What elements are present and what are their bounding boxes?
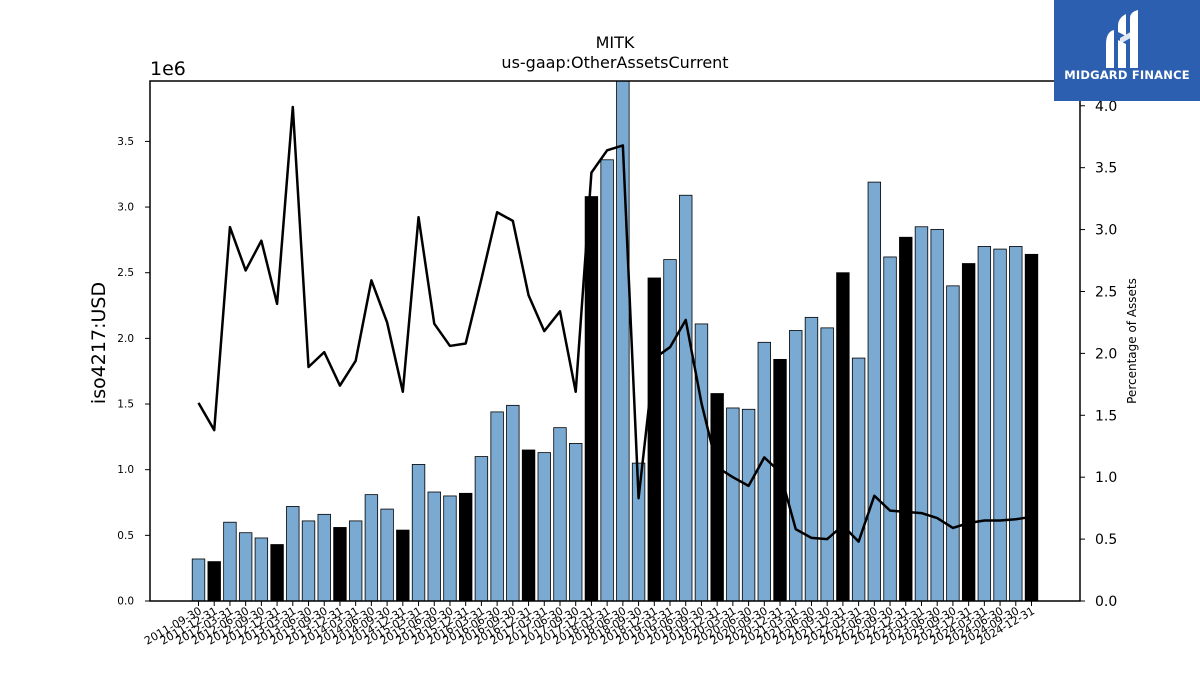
bar-2015-12-31 [458, 492, 473, 602]
bar-2014-09-30 [380, 508, 394, 602]
bar-2015-06-30 [427, 491, 441, 602]
bar-2021-09-30 [820, 327, 834, 602]
y2-tick-label: 1.0 [1095, 470, 1117, 486]
bar-2019-03-31 [663, 259, 677, 602]
bar-2024-09-30 [1009, 246, 1023, 602]
y-axis-ticks: 0.0 0.5 1.0 1.5 2.0 2.5 3.0 3.5 [117, 136, 150, 608]
bar-2023-03-31 [914, 226, 929, 602]
bar-2014-06-30 [364, 494, 379, 602]
y2-tick-label: 2.0 [1095, 346, 1117, 362]
bar-2018-12-31 [647, 277, 661, 602]
plot-frame [149, 80, 1081, 602]
logo-wordmark: MIDGARD FINANCE [1064, 68, 1190, 82]
bar-2012-12-31 [270, 544, 284, 602]
bar-2016-09-30 [506, 404, 520, 602]
y-tick-label: 1.5 [117, 399, 134, 411]
bar-2013-12-31 [333, 527, 347, 602]
bar-2014-03-31 [348, 520, 363, 602]
bar-2015-03-31 [411, 464, 426, 602]
y2-tick-label: 0.5 [1095, 532, 1117, 548]
bar-2017-09-30 [569, 443, 583, 602]
y-axis-label: iso4217:USD [88, 282, 110, 404]
bar-2013-06-30 [301, 520, 316, 602]
y2-tick-label: 1.5 [1095, 408, 1117, 424]
bar-2020-06-30 [741, 408, 756, 602]
bar-2013-03-31 [286, 506, 300, 602]
y-tick-label: 0.0 [117, 596, 134, 608]
bar-2021-12-31 [836, 272, 850, 602]
bar-2019-09-30 [694, 323, 709, 602]
midgard-finance-logo: MIDGARD FINANCE [1054, 0, 1200, 101]
x-axis-ticks: 2011-09-302011-12-312012-03-312012-06-30… [142, 601, 1037, 648]
y2-axis-ticks: 0.0 0.5 1.0 1.5 2.0 2.5 3.0 3.5 4.0 [1080, 99, 1117, 610]
y-tick-label: 3.5 [117, 136, 134, 148]
y2-tick-label: 2.5 [1095, 284, 1117, 300]
chart-subtitle: us-gaap:OtherAssetsCurrent [501, 53, 728, 72]
bar-2023-12-31 [961, 263, 976, 602]
y2-tick-label: 0.0 [1095, 594, 1117, 610]
y2-tick-label: 4.0 [1095, 99, 1117, 115]
bar-2020-09-30 [757, 341, 771, 602]
bar-2017-06-30 [553, 427, 567, 602]
bar-2019-06-30 [679, 194, 693, 602]
bar-2024-12-31 [1024, 253, 1039, 602]
bar-2012-06-30 [238, 532, 253, 602]
bar-2011-09-30 [191, 558, 206, 602]
bar-group [191, 80, 1039, 602]
bar-2024-06-30 [993, 248, 1007, 602]
bar-2016-03-31 [474, 456, 489, 602]
bar-2011-12-31 [207, 561, 221, 602]
bar-2019-12-31 [710, 393, 724, 602]
bar-2017-12-31 [584, 196, 599, 602]
bar-2012-09-30 [254, 537, 269, 602]
bar-2018-03-31 [600, 159, 614, 602]
bar-2021-03-31 [789, 330, 803, 602]
bar-2023-06-30 [930, 228, 944, 602]
y2-tick-label: 3.0 [1095, 223, 1117, 239]
bar-2014-12-31 [396, 529, 410, 602]
bar-2024-03-31 [977, 246, 992, 602]
y-tick-label: 3.0 [117, 202, 134, 214]
bar-2022-12-31 [899, 236, 913, 602]
bar-2021-06-30 [804, 316, 819, 602]
percentage-line [197, 105, 1032, 543]
bar-2020-03-31 [726, 407, 740, 602]
bar-2016-12-31 [521, 449, 536, 602]
y2-axis-label: Percentage of Assets [1125, 278, 1139, 404]
bar-2016-06-30 [490, 411, 504, 602]
bar-2017-03-31 [537, 452, 551, 602]
bar-2022-03-31 [851, 357, 866, 602]
y2-tick-label: 3.5 [1095, 161, 1117, 177]
bar-2013-09-30 [317, 513, 331, 602]
bar-2023-09-30 [946, 285, 960, 602]
bar-2022-06-30 [867, 181, 882, 602]
bar-2015-09-30 [443, 495, 457, 602]
y-tick-label: 2.5 [117, 267, 134, 279]
midgard-logo-icon [1106, 10, 1138, 68]
y-tick-label: 2.0 [117, 333, 134, 345]
bar-2020-12-31 [773, 358, 787, 602]
y-multiplier-label: 1e6 [150, 58, 186, 80]
bar-2022-09-30 [883, 256, 897, 602]
bar-2012-03-31 [223, 521, 237, 602]
y-tick-label: 1.0 [117, 464, 134, 476]
y-tick-label: 0.5 [117, 530, 134, 542]
chart-title: MITK [596, 33, 635, 52]
